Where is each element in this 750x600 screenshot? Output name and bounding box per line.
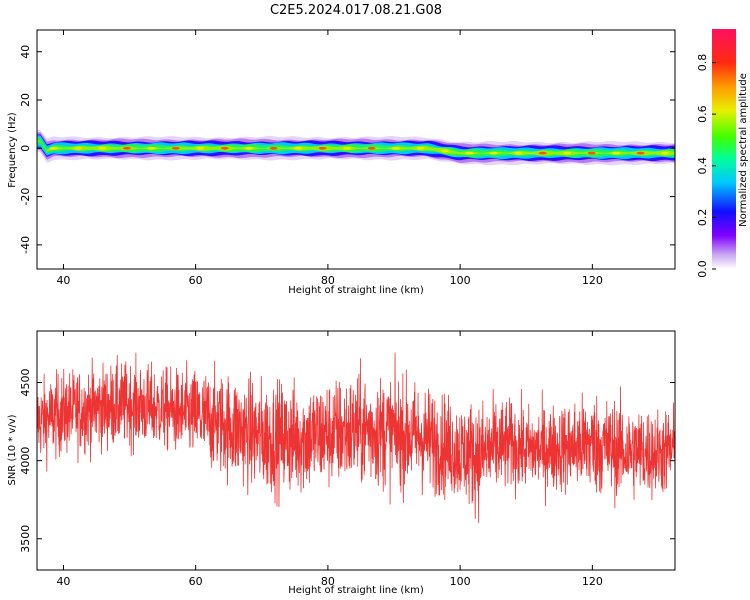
y-tick-label: 0 [19,145,32,152]
spectrogram-peak [196,146,205,150]
spectrogram-peak [318,146,327,150]
colorbar-label: Normalized spectral amplitude [738,73,749,227]
colorbar-tick-label: 0.2 [696,209,709,227]
spectrogram-peak [294,146,303,150]
x-tick-label: 60 [189,575,203,588]
figure-title: C2E5.2024.017.08.21.G08 [270,3,442,18]
spectrogram-peak [343,146,352,150]
snr-frame [36,330,676,571]
spectrogram-x-ticks: 40 60 80 100 120 [56,30,603,287]
spectrogram-peak [147,146,156,150]
spectrogram-peak [465,151,474,155]
spectrogram-peak [416,146,425,150]
colorbar-ticks: 0.0 0.2 0.4 0.6 0.8 [696,54,716,278]
spectrogram-peak [661,151,670,155]
snr-x-ticks: 40 60 80 100 120 [56,331,603,588]
colorbar-tick-label: 0.6 [696,105,709,123]
snr-y-ticks: 4500 4000 3500 [19,369,675,553]
spectrogram-y-label: Frequency (Hz) [7,112,18,188]
snr-x-label: Height of straight line (km) [288,585,424,596]
y-tick-label: 4000 [19,447,32,475]
x-tick-label: 100 [450,575,471,588]
spectrogram-peak [73,146,82,150]
spectrogram-frame [36,29,676,270]
snr-series [37,352,675,523]
y-tick-label: -20 [19,188,32,206]
y-tick-label: 40 [19,45,32,59]
x-tick-label: 100 [450,274,471,287]
spectrogram-x-label: Height of straight line (km) [288,285,424,296]
x-tick-label: 80 [321,274,335,287]
spectrogram-peak [245,146,254,150]
y-tick-label: -40 [19,236,32,254]
spectrogram-peak [171,146,180,150]
spectrogram-contour [37,140,675,156]
x-tick-label: 40 [56,575,70,588]
spectrogram-peak [367,146,376,150]
colorbar-tick-label: 0.8 [696,54,709,72]
spectrogram-peak [514,151,523,155]
spectrogram-peak [489,151,498,155]
spectrogram-peak [563,151,572,155]
snr-y-label: SNR (10 * v/v) [7,414,18,485]
spectrogram-peak [98,146,107,150]
x-tick-label: 120 [582,575,603,588]
spectrogram-panel: 40 60 80 100 120 40 20 0 -20 -40 Height of strai… [7,29,676,296]
x-tick-label: 40 [56,274,70,287]
snr-trace [37,352,675,523]
x-tick-label: 120 [582,274,603,287]
x-tick-label: 60 [189,274,203,287]
colorbar-gradient [712,29,736,269]
colorbar-tick-label: 0.0 [696,260,709,278]
spectrogram-peak [587,151,596,155]
x-tick-label: 80 [321,575,335,588]
snr-panel: 40 60 80 100 120 4500 4000 3500 Height of stra… [7,330,676,596]
spectrogram-peak [220,146,229,150]
spectrogram-peak [636,151,645,155]
y-tick-label: 4500 [19,369,32,397]
spectrogram-peak [391,146,400,150]
spectrogram-peak [122,146,131,150]
spectrogram-peak [612,151,621,155]
spectrogram-peak [269,146,278,150]
y-tick-label: 3500 [19,525,32,553]
spectrogram-peak [538,151,547,155]
colorbar: 0.0 0.2 0.4 0.6 0.8 Normalized spectral ampl… [696,29,749,278]
spectrogram-band [37,129,675,166]
colorbar-tick-label: 0.4 [696,157,709,175]
spectrogram-y-ticks: 40 20 0 -20 -40 [19,45,675,254]
spectrogram-peak [440,149,449,153]
y-tick-label: 20 [19,93,32,107]
spectrogram-peak [49,146,58,150]
